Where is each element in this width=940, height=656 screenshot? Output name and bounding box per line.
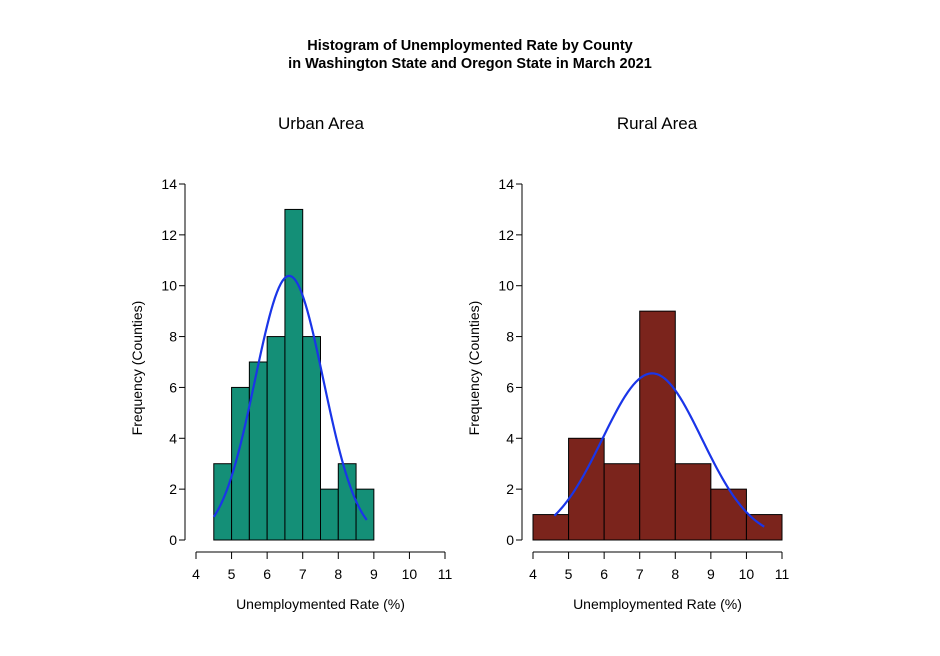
x-tick-label: 7 [636,566,644,582]
panel-title: Urban Area [278,114,365,133]
density-curve [553,372,765,528]
y-tick-label: 2 [506,481,514,497]
x-tick-label: 10 [402,566,418,582]
figure-title-line-1: Histogram of Unemploymented Rate by Coun… [307,38,633,54]
x-axis-label: Unemploymented Rate (%) [236,596,405,612]
y-axis-label: Frequency (Counties) [466,301,482,436]
panel-2: Rural Area 0 2 4 6 8 10 12 14 4 5 6 7 8 9 10 11 Unemploym… [466,114,789,612]
histogram-bar [532,514,570,541]
y-tick-label: 12 [498,227,514,243]
x-tick-label: 8 [671,566,679,582]
x-tick-label: 5 [565,566,573,582]
x-tick-label: 5 [228,566,236,582]
histogram-bar [568,437,605,541]
histogram-bar [639,310,676,541]
panel-title: Rural Area [617,114,698,133]
x-tick-label: 4 [192,566,200,582]
x-tick-label: 10 [739,566,755,582]
x-tick-label: 7 [299,566,307,582]
histogram-bar [284,208,304,541]
y-tick-label: 10 [498,278,514,294]
x-tick-label: 9 [707,566,715,582]
y-axis-label: Frequency (Counties) [129,301,145,436]
x-tick-label: 6 [263,566,271,582]
histogram-bar [603,463,641,541]
density-curve [212,274,368,521]
figure-title-line-2: in Washington State and Oregon State in … [288,56,652,72]
y-tick-label: 10 [161,278,177,294]
x-tick-label: 11 [438,566,453,582]
x-tick-label: 4 [529,566,537,582]
y-tick-label: 6 [506,379,514,395]
y-tick-label: 8 [506,329,514,345]
y-tick-label: 0 [169,532,177,548]
x-tick-label: 8 [334,566,342,582]
y-tick-label: 2 [169,481,177,497]
histogram-bar [266,336,286,541]
x-tick-label: 11 [775,566,790,582]
y-tick-label: 14 [498,176,514,192]
x-axis-label: Unemploymented Rate (%) [573,596,742,612]
histogram-bar [710,488,747,541]
y-tick-label: 4 [169,430,177,446]
x-tick-label: 6 [600,566,608,582]
figure-title: Histogram of Unemploymented Rate by Coun… [0,37,940,73]
y-tick-label: 0 [506,532,514,548]
x-tick-label: 9 [370,566,378,582]
y-tick-label: 4 [506,430,514,446]
histogram-bar [320,488,339,541]
panel-1: Urban Area 0 2 4 6 8 10 12 14 4 5 6 7 8 9 10 11 Unemploym… [129,114,452,612]
y-tick-label: 8 [169,329,177,345]
y-tick-label: 14 [161,176,177,192]
histogram-bar [355,488,375,541]
histogram-bar [674,463,712,541]
y-tick-label: 12 [161,227,177,243]
histogram-bar [302,336,322,541]
y-tick-label: 6 [169,379,177,395]
